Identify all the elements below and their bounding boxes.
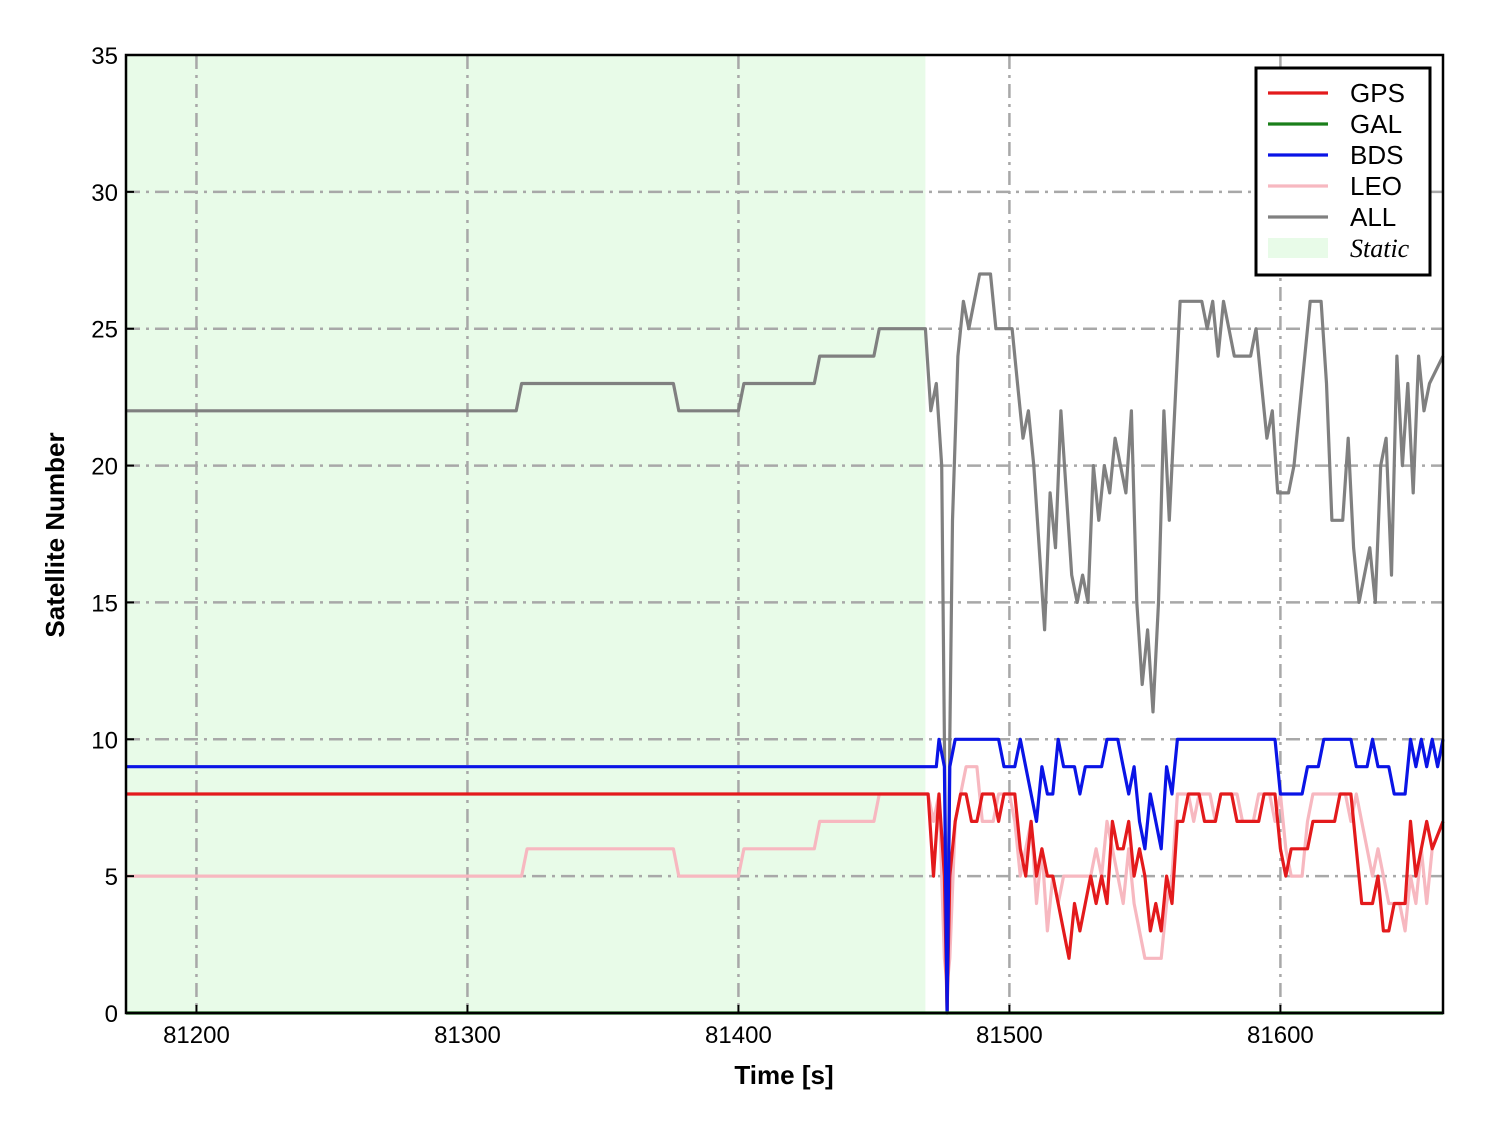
- y-tick-label: 15: [91, 590, 118, 617]
- x-tick-label: 81200: [163, 1022, 230, 1049]
- legend-label-leo: LEO: [1350, 171, 1402, 201]
- legend-label-gal: GAL: [1350, 109, 1402, 139]
- static-shaded-region: [126, 55, 926, 1013]
- x-tick-label: 81500: [976, 1022, 1043, 1049]
- x-tick-label: 81300: [434, 1022, 501, 1049]
- legend-label-all: ALL: [1350, 202, 1396, 232]
- legend-swatch-static: [1268, 238, 1328, 258]
- series-line-gps: [126, 792, 1445, 1015]
- y-tick-label: 25: [91, 317, 118, 344]
- series-line-leo: [126, 765, 1445, 988]
- legend-label-static: Static: [1350, 234, 1410, 263]
- y-axis-title: Satellite Number: [40, 432, 70, 637]
- series-line-bds: [126, 737, 1445, 1015]
- y-tick-label: 30: [91, 180, 118, 207]
- x-tick-label: 81600: [1247, 1022, 1314, 1049]
- y-tick-label: 20: [91, 454, 118, 481]
- y-tick-label: 35: [91, 43, 118, 70]
- y-tick-label: 10: [91, 727, 118, 754]
- grid-lines: [126, 55, 1443, 1013]
- static-region-rect: [126, 55, 926, 1013]
- x-axis-ticks: 81200 81300 81400 81500 81600: [163, 1005, 1314, 1049]
- plot-frame: [124, 53, 1445, 1015]
- x-tick-label: 81400: [705, 1022, 772, 1049]
- y-axis-ticks: 0 5 10 15 20 25 30 35: [91, 43, 134, 1028]
- plot-border: [124, 53, 1445, 1015]
- y-tick-label: 5: [105, 864, 118, 891]
- legend-label-bds: BDS: [1350, 140, 1403, 170]
- y-tick-label: 0: [105, 1001, 118, 1028]
- x-axis-title: Time [s]: [734, 1060, 833, 1090]
- legend-label-gps: GPS: [1350, 78, 1405, 108]
